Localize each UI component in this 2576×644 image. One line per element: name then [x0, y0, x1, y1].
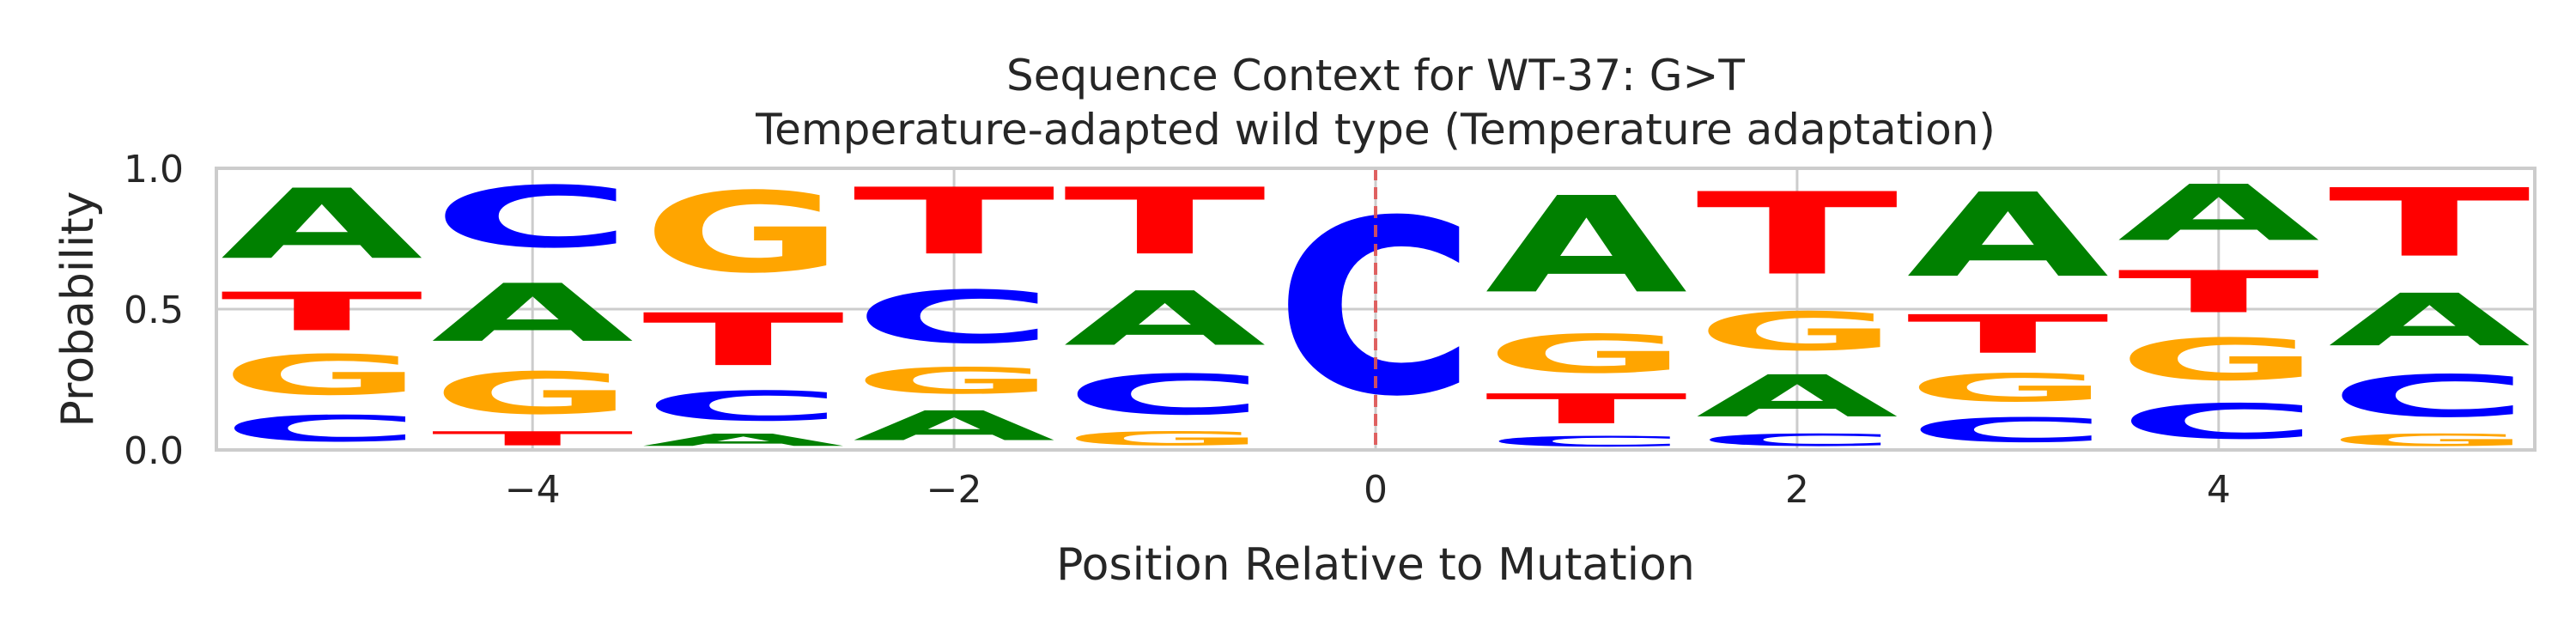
logo-letter-C-pos--1: C: [1064, 362, 1267, 427]
logo-letter-G-pos--5: G: [221, 343, 423, 408]
logo-letter-C-pos--3: C: [642, 383, 845, 430]
logo-letter-C-pos--5: C: [221, 408, 423, 450]
logo-letter-C-pos-1: C: [1485, 433, 1688, 450]
y-tick-label: 0.0: [124, 429, 184, 473]
logo-letter-T-pos-1: T: [1485, 386, 1688, 433]
x-tick-label: 4: [2207, 468, 2231, 512]
plot-frame: [215, 167, 2537, 452]
x-axis-label: Position Relative to Mutation: [1056, 539, 1695, 591]
logo-letter-A-pos--3: A: [642, 430, 845, 450]
axis-ticks: −4 −2 0 2 4 0.0 0.5 1.0: [124, 148, 2231, 512]
x-tick-label: −4: [505, 468, 561, 512]
logo-letter-T-pos-5: T: [2328, 169, 2531, 278]
logo-letter-C-pos-4: C: [2117, 394, 2320, 450]
logo-letter-G-pos--1: G: [1064, 428, 1267, 450]
logo-letter-T-pos--2: T: [853, 169, 1055, 276]
logo-letter-T-pos-2: T: [1696, 168, 1899, 301]
logo-letter-C-pos--4: C: [431, 168, 634, 266]
x-tick-label: −2: [927, 468, 982, 512]
y-tick-label: 0.5: [124, 289, 184, 332]
logo-letter-A-pos-2: A: [1696, 362, 1899, 429]
logo-letter-G-pos-2: G: [1696, 301, 1899, 362]
logo-letter-G-pos-4: G: [2117, 326, 2320, 393]
logo-letter-C-pos--2: C: [853, 276, 1055, 360]
logo-letter-G-pos--3: G: [642, 169, 845, 298]
logo-letter-C-pos-3: C: [1907, 410, 2110, 450]
logo-letter-A-pos--1: A: [1064, 276, 1267, 362]
logo-letter-T-pos--4: T: [431, 428, 634, 450]
logo-letter-G-pos-3: G: [1907, 366, 2110, 410]
logo-letter-T-pos--3: T: [642, 298, 845, 382]
logo-letter-A-pos-1: A: [1485, 168, 1688, 323]
chart-title: Sequence Context for WT-37: G>T: [1006, 51, 1745, 100]
y-tick-label: 1.0: [124, 148, 184, 191]
logo-letter-A-pos--5: A: [221, 169, 423, 282]
logo-letter-A-pos-3: A: [1907, 168, 2110, 303]
logo-letter-G-pos-1: G: [1485, 323, 1688, 385]
logo-letter-C-pos-2: C: [1696, 430, 1899, 450]
logo-letter-G-pos--4: G: [431, 361, 634, 428]
logo-letter-C-pos-5: C: [2328, 363, 2530, 430]
logo-letter-A-pos--2: A: [853, 403, 1055, 450]
logo-letter-T-pos-4: T: [2117, 258, 2320, 325]
y-axis-label: Probability: [52, 191, 104, 428]
logo-letter-A-pos--4: A: [431, 267, 634, 360]
x-tick-label: 2: [1785, 468, 1809, 512]
logo-letter-G-pos--2: G: [853, 360, 1055, 402]
logo-letter-T-pos-3: T: [1907, 304, 2110, 366]
logo-letter-A-pos-5: A: [2328, 278, 2530, 362]
logo-letter-T-pos--1: T: [1064, 169, 1267, 276]
chart-subtitle: Temperature-adapted wild type (Temperatu…: [755, 105, 1996, 155]
logo-letter-G-pos-5: G: [2328, 430, 2530, 450]
logo-letter-T-pos--5: T: [221, 281, 423, 343]
logo-letter-A-pos-4: A: [2117, 168, 2320, 258]
x-tick-label: 0: [1364, 468, 1388, 512]
